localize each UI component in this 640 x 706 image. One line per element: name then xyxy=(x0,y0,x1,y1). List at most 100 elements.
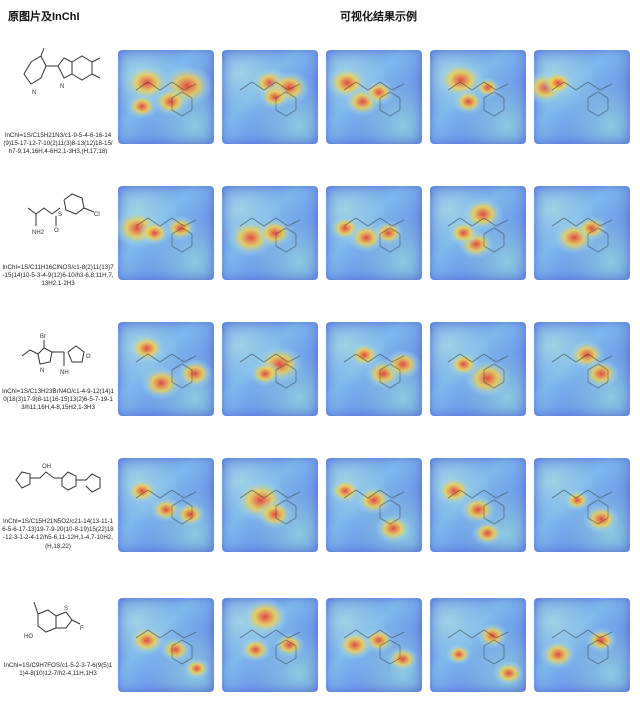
heat-spot xyxy=(241,598,289,636)
molecule-ring-overlay xyxy=(171,639,193,665)
molecule-structure-2: NH2 S O Cl xyxy=(27,193,100,236)
heatmap-2-4 xyxy=(430,186,526,280)
heat-spot xyxy=(348,342,381,368)
heat-spot xyxy=(459,494,497,525)
original-molecule-cell: OH InChI=1S/C15H21N5O2/c21-14(13-11-16-5… xyxy=(0,458,114,588)
molecule-ring-overlay xyxy=(587,227,609,253)
molecule-overlay xyxy=(135,353,197,363)
heat-overlay xyxy=(227,217,301,257)
heatmap-1-3 xyxy=(326,50,422,144)
heat-overlay xyxy=(123,63,214,120)
heat-overlay xyxy=(326,65,405,117)
heat-spot xyxy=(374,513,412,544)
mol2-label-nh2: NH2 xyxy=(32,230,45,236)
molecule-ring-overlay xyxy=(275,227,297,253)
heat-spot xyxy=(138,220,171,246)
mol4-label-oh: OH xyxy=(42,464,51,470)
heat-spot xyxy=(539,639,577,670)
mol1-label-n: N xyxy=(60,84,64,90)
heatmap-3-4 xyxy=(430,322,526,416)
molecule-overlay xyxy=(447,353,509,363)
molecule-ring-overlay xyxy=(171,91,193,117)
molecule-overlay xyxy=(447,489,509,499)
inchi-string-2: InChI=1S/C11H16ClNOS/c1-8(2)11(13)7-15(1… xyxy=(2,264,114,288)
heat-spot xyxy=(372,220,405,246)
mol5-label-ho: HO xyxy=(24,634,33,640)
heat-spot xyxy=(564,489,591,511)
heat-overlay xyxy=(336,627,419,672)
heat-spot xyxy=(183,657,210,680)
molecule-overlay xyxy=(551,489,613,499)
heat-spot xyxy=(471,520,504,546)
heat-spot xyxy=(249,361,282,387)
heat-spot xyxy=(384,349,422,380)
heat-overlay xyxy=(239,598,306,665)
heat-spot xyxy=(575,215,608,241)
inchi-string-5: InChI=1S/C9H7FOS/c1-5-2-3-7-6(9(5)11)4-8… xyxy=(3,662,113,678)
inchi-string-1: InChI=1S/C15H21N3/c1-9-5-4-6-16-14(9)15-… xyxy=(3,132,113,156)
molecule-overlay xyxy=(239,629,301,639)
molecule-ring-overlay xyxy=(275,499,297,525)
heat-spot xyxy=(447,220,480,246)
heatmap-2-5 xyxy=(534,186,630,280)
molecule-overlay xyxy=(239,489,301,499)
heatmap-1-5 xyxy=(534,50,630,144)
inchi-string-4: InChI=1S/C15H21N5O2/c21-14(13-11-16-5-6-… xyxy=(2,518,114,550)
heat-spot xyxy=(150,497,182,523)
heatmap-2-1 xyxy=(118,186,214,280)
molecule-overlay xyxy=(343,353,405,363)
molecule-overlay xyxy=(135,629,197,639)
heatmap-4-1 xyxy=(118,458,214,552)
molecule-overlay xyxy=(343,217,405,227)
molecule-overlay xyxy=(447,217,509,227)
heatmap-3-1 xyxy=(118,322,214,416)
molecule-ring-overlay xyxy=(171,363,193,389)
mol2-label-cl: Cl xyxy=(94,212,100,218)
molecule-ring-overlay xyxy=(483,639,505,665)
mol3-label-nh: NH xyxy=(60,370,69,376)
molecule-overlay xyxy=(135,217,197,227)
heat-overlay xyxy=(539,627,618,670)
heat-spot xyxy=(176,358,214,389)
heat-spot xyxy=(126,478,158,504)
heatmap-4-3 xyxy=(326,458,422,552)
molecule-overlay xyxy=(135,489,197,499)
header: 原图片及InChI 可视化结果示例 xyxy=(0,6,640,26)
heat-spot xyxy=(447,351,480,377)
molecule-ring-overlay xyxy=(587,499,609,525)
heat-spot xyxy=(128,625,166,656)
mol3-label-br: Br xyxy=(40,334,46,340)
heatmap-5-1 xyxy=(118,598,214,692)
molecule-overlay xyxy=(551,81,613,91)
molecule-overlay xyxy=(551,629,613,639)
inchi-string-3: InChI=1S/C13H23BrN4O/c1-4-9-12(14)10(18(… xyxy=(2,388,114,412)
mol3-label-o: O xyxy=(86,354,91,360)
heat-overlay xyxy=(128,625,210,680)
original-molecule-cell: Br N O NH InChI=1S/C13H23BrN4O/c1-4-9-12… xyxy=(0,322,114,454)
molecule-overlay xyxy=(343,629,405,639)
heatmap-1-1 xyxy=(118,50,214,144)
molecule-ring-overlay xyxy=(379,227,401,253)
molecule-overlay xyxy=(343,489,405,499)
heat-spot xyxy=(386,646,419,672)
sample-row-4: OH InChI=1S/C15H21N5O2/c21-14(13-11-16-5… xyxy=(0,458,640,588)
heat-overlay xyxy=(329,478,412,544)
heat-overlay xyxy=(234,479,301,530)
heat-overlay xyxy=(239,345,304,389)
heatmap-3-5 xyxy=(534,322,630,416)
heat-spot xyxy=(435,476,473,506)
heatmap-4-4 xyxy=(430,458,526,552)
heat-overlay xyxy=(128,333,214,401)
original-molecule-cell: NH2 S O Cl InChI=1S/C11H16ClNOS/c1-8(2)1… xyxy=(0,186,114,316)
mol5-label-s: S xyxy=(64,606,68,612)
mol1-label-nh-left: N xyxy=(32,90,36,96)
heat-spot xyxy=(452,89,485,115)
heat-spot xyxy=(164,215,197,241)
heat-spot xyxy=(329,478,362,504)
molecule-ring-overlay xyxy=(171,227,193,253)
heat-overlay xyxy=(126,478,206,528)
molecule-overlay xyxy=(551,217,613,227)
heatmap-2-2 xyxy=(222,186,318,280)
heatmap-4-5 xyxy=(534,458,630,552)
heat-spot xyxy=(258,84,291,110)
